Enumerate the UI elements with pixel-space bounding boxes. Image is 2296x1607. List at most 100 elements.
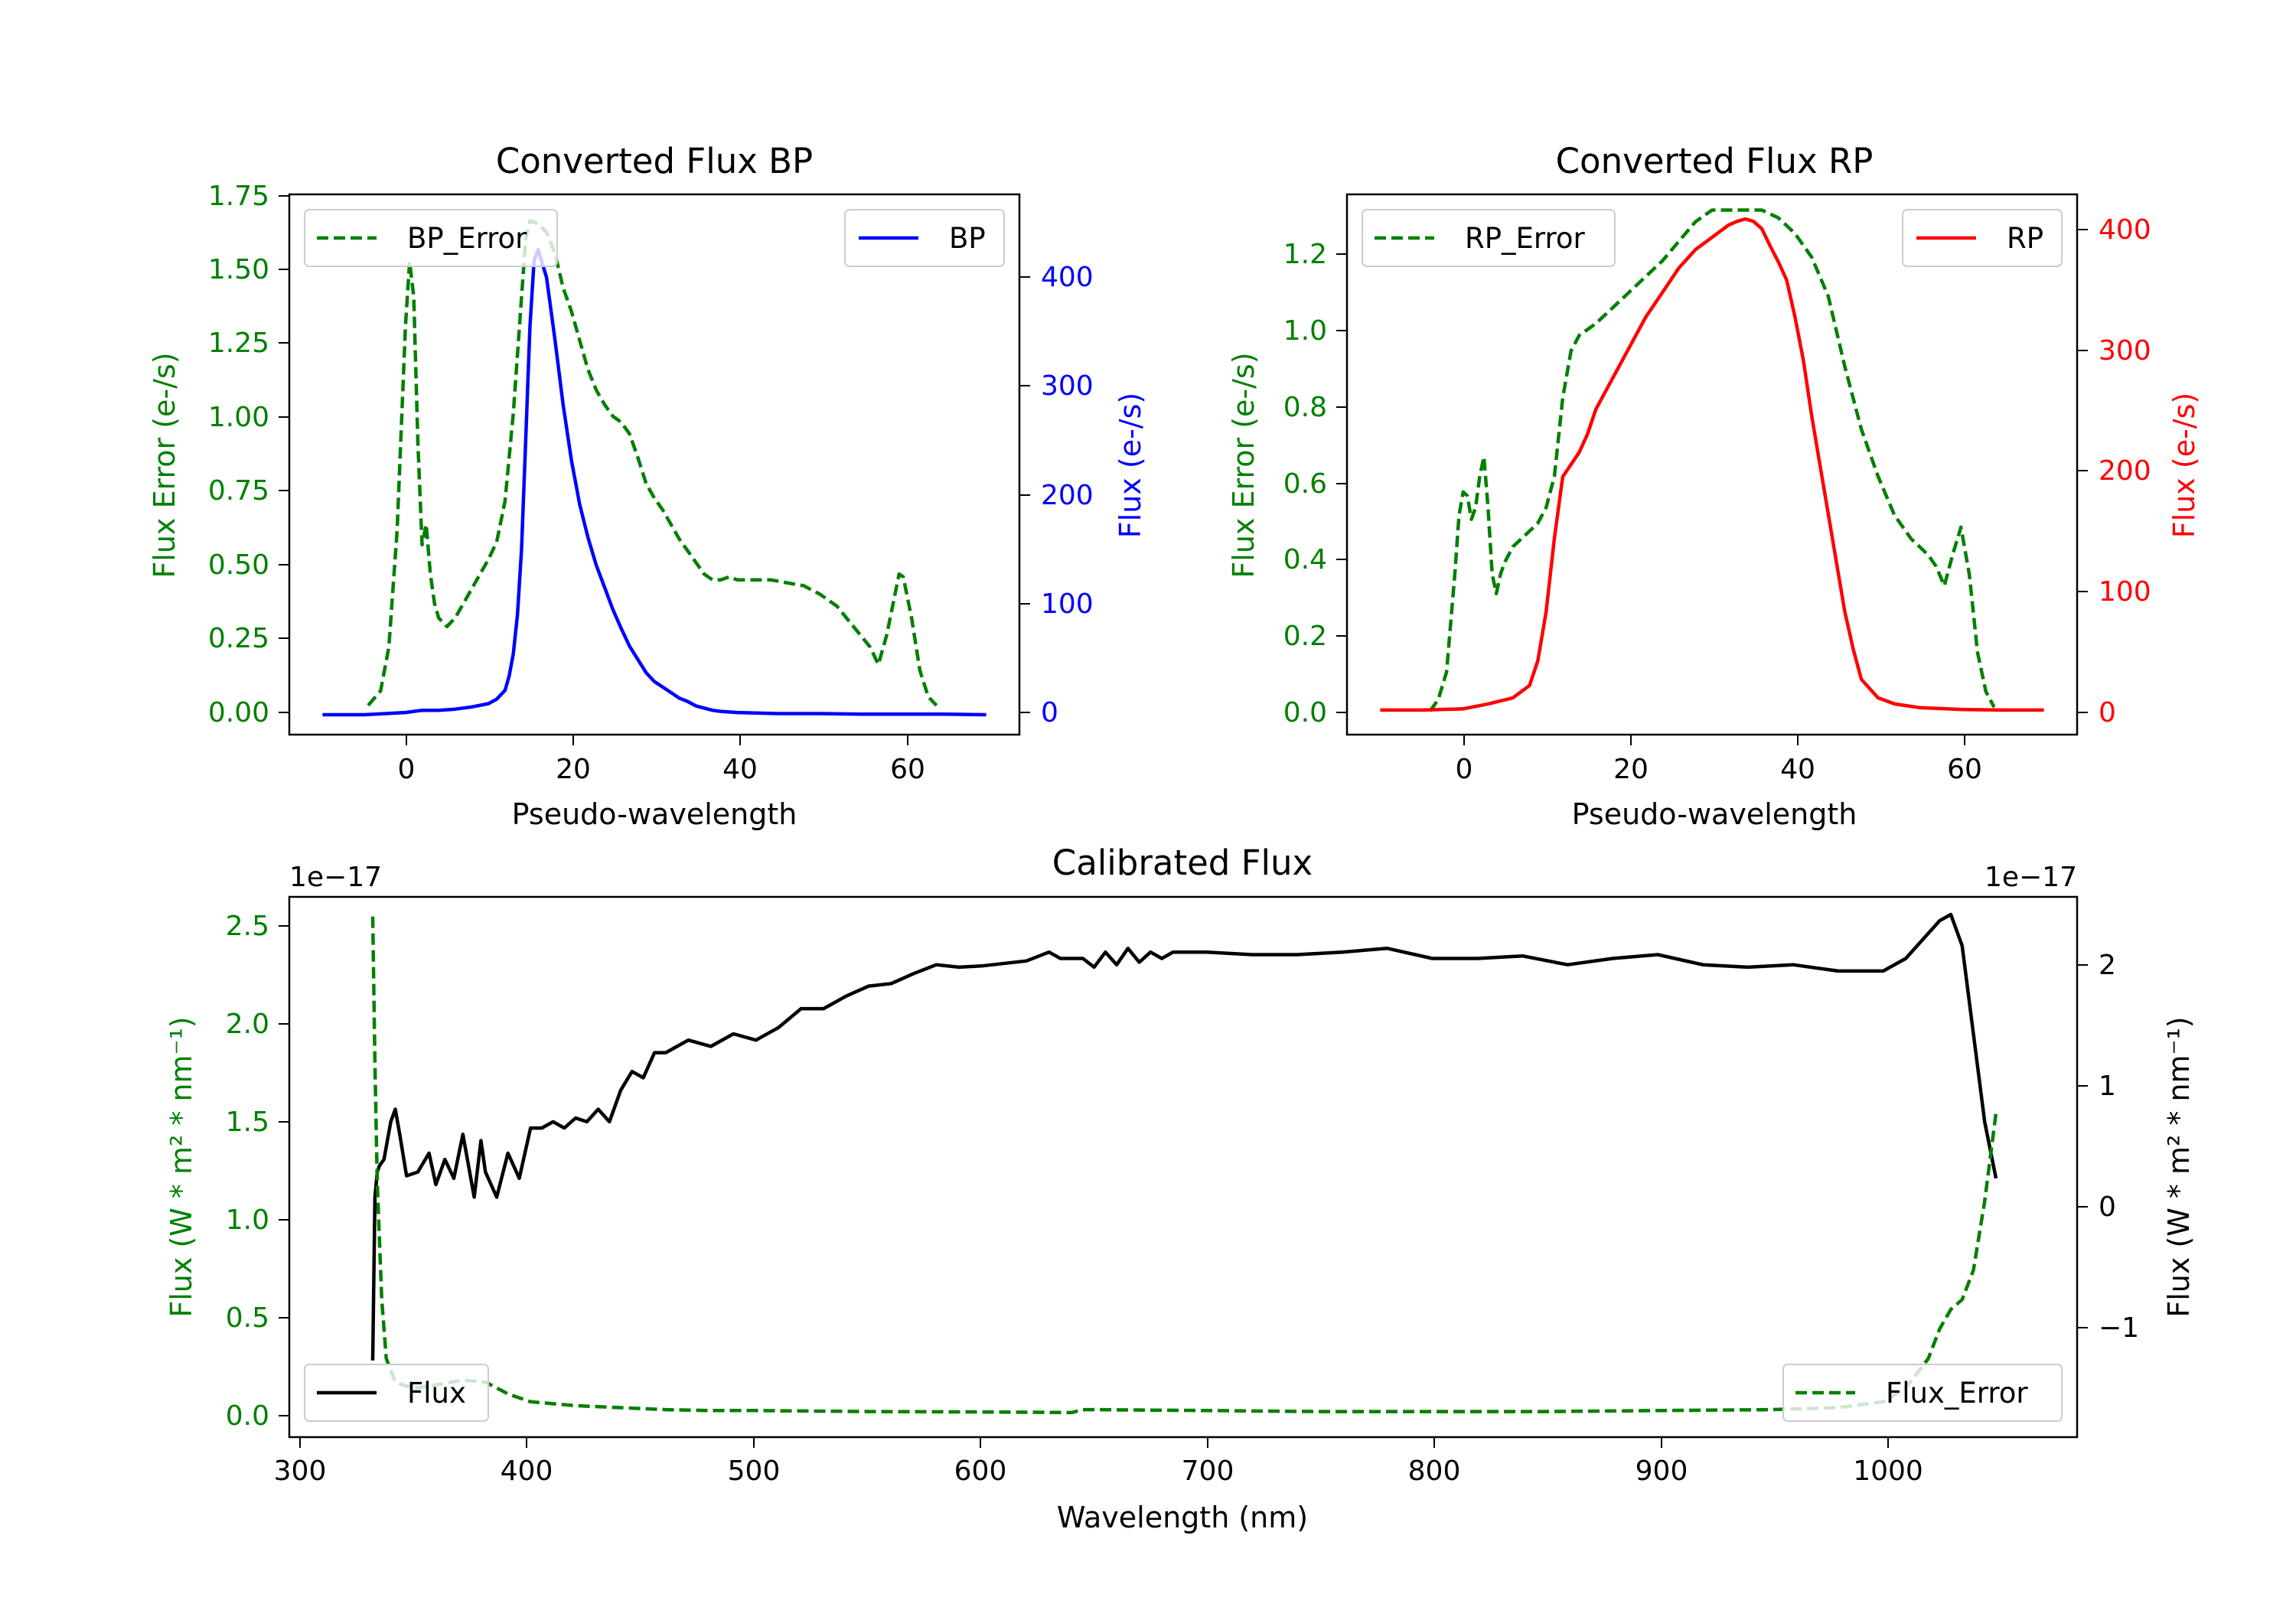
bp-right-ytick-label: 300	[1041, 370, 1094, 402]
legend-label: BP_Error	[407, 222, 527, 255]
rp-chart-title: Converted Flux RP	[1556, 141, 1874, 181]
bp-right-ytick-label: 100	[1041, 588, 1094, 620]
calibrated-xtick-label: 400	[501, 1455, 553, 1487]
calibrated-xtick-label: 900	[1636, 1455, 1688, 1487]
calibrated-right-yticks: −1 0 1 2	[2077, 950, 2139, 1344]
bp-legend-error: BP_Error	[304, 209, 558, 267]
bp-xtick-label: 0	[398, 754, 416, 785]
rp-left-yticks: 0.0 0.2 0.4 0.6 0.8 1.0 1.2	[1283, 239, 1347, 729]
legend-box	[844, 209, 1005, 267]
series-line-rp	[1380, 217, 2044, 712]
bp-left-ytick-label: 0.75	[208, 475, 269, 507]
rp-right-ytick-label: 0	[2099, 697, 2116, 729]
calibrated-left-ytick-label: 0.5	[226, 1302, 269, 1334]
calibrated-left-yticks: 0.0 0.5 1.0 1.5 2.0 2.5	[226, 911, 289, 1432]
bp-left-ytick-label: 1.00	[208, 402, 269, 433]
calibrated-right-ytick-label: 1	[2099, 1071, 2116, 1102]
calibrated-xtick-label: 800	[1408, 1455, 1461, 1487]
calibrated-legend-flux-error: Flux_Error	[1782, 1364, 2063, 1422]
legend-label: RP_Error	[1465, 222, 1585, 255]
calibrated-chart: Calibrated Flux Wavelength (nm) Flux (W …	[165, 843, 2196, 1534]
legend-box	[1782, 1364, 2063, 1422]
rp-left-ytick-label: 1.0	[1283, 315, 1327, 347]
rp-legend-flux: RP	[1902, 209, 2063, 267]
rp-left-ytick-label: 0.0	[1283, 697, 1327, 729]
rp-right-ytick-label: 300	[2099, 335, 2151, 367]
rp-left-ytick-label: 1.2	[1283, 239, 1327, 270]
calibrated-left-ytick-label: 2.0	[226, 1009, 269, 1040]
bp-right-axis-label: Flux (e-/s)	[1114, 393, 1147, 538]
rp-xtick-label: 0	[1456, 754, 1473, 785]
calibrated-left-ytick-label: 2.5	[226, 911, 269, 942]
calibrated-xtick-label: 600	[954, 1455, 1007, 1487]
rp-right-ytick-label: 100	[2099, 576, 2151, 608]
legend-box	[1902, 209, 2063, 267]
rp-right-ytick-label: 400	[2099, 214, 2151, 246]
bp-left-ytick-label: 0.00	[208, 697, 269, 729]
bp-series-layer	[322, 219, 987, 717]
rp-legend-error: RP_Error	[1362, 209, 1616, 267]
bp-right-ytick-label: 400	[1041, 262, 1094, 293]
bp-left-ytick-label: 1.25	[208, 328, 269, 359]
rp-left-axis-label: Flux Error (e-/s)	[1227, 352, 1261, 578]
rp-xticks: 0 20 40 60	[1456, 735, 1982, 785]
bp-left-axis-label: Flux Error (e-/s)	[148, 352, 181, 578]
rp-right-yticks: 0 100 200 300 400	[2077, 214, 2151, 729]
calibrated-xtick-label: 700	[1182, 1455, 1234, 1487]
bp-right-ytick-label: 0	[1041, 697, 1058, 729]
legend-label: BP	[949, 222, 986, 255]
bp-left-ytick-label: 0.25	[208, 623, 269, 654]
series-line-rp-error	[1428, 208, 1996, 712]
rp-chart: Converted Flux RP Pseudo-wavelength Flux…	[1227, 141, 2201, 831]
calibrated-right-ytick-label: −1	[2099, 1312, 2139, 1344]
bp-xticks: 0 20 40 60	[398, 735, 925, 785]
calibrated-right-offset-label: 1e−17	[1985, 862, 2077, 893]
calibrated-xtick-label: 300	[274, 1455, 327, 1487]
legend-label: Flux	[407, 1377, 466, 1410]
calibrated-xtick-label: 500	[728, 1455, 781, 1487]
bp-plot-frame	[288, 193, 1021, 736]
legend-label: Flux_Error	[1886, 1377, 2028, 1410]
rp-left-ytick-label: 0.8	[1283, 392, 1327, 423]
calibrated-left-offset-label: 1e−17	[289, 862, 382, 893]
bp-x-axis-label: Pseudo-wavelength	[512, 797, 797, 831]
legend-box	[304, 1364, 489, 1422]
legend-box	[304, 209, 558, 267]
rp-xtick-label: 60	[1947, 754, 1982, 785]
bp-chart: Converted Flux BP Pseudo-wavelength Flux…	[148, 141, 1147, 831]
calibrated-left-ytick-label: 1.5	[226, 1107, 269, 1138]
series-line-flux	[370, 912, 1998, 1361]
rp-left-ytick-label: 0.4	[1283, 544, 1327, 575]
calibrated-xtick-label: 1000	[1853, 1455, 1923, 1487]
bp-xtick-label: 40	[722, 754, 758, 785]
rp-xtick-label: 40	[1780, 754, 1815, 785]
series-line-bp	[322, 248, 987, 717]
bp-xtick-label: 60	[890, 754, 925, 785]
calibrated-x-axis-label: Wavelength (nm)	[1057, 1501, 1308, 1534]
rp-left-ytick-label: 0.6	[1283, 468, 1327, 500]
calibrated-left-ytick-label: 1.0	[226, 1204, 269, 1236]
bp-right-yticks: 0 100 200 300 400	[1019, 262, 1094, 729]
calibrated-left-ytick-label: 0.0	[226, 1400, 269, 1432]
bp-legend-flux: BP	[844, 209, 1005, 267]
bp-left-ytick-label: 0.50	[208, 549, 269, 581]
calibrated-plot-frame	[288, 895, 2079, 1439]
bp-chart-title: Converted Flux BP	[496, 141, 813, 181]
bp-left-ytick-label: 1.75	[208, 181, 269, 212]
rp-right-ytick-label: 200	[2099, 455, 2151, 487]
bp-left-ytick-label: 1.50	[208, 254, 269, 285]
calibrated-left-axis-label: Flux (W * m² * nm⁻¹)	[165, 1016, 198, 1317]
calibrated-xticks: 300 400 500 600 700 800 900 1000	[274, 1437, 1923, 1487]
bp-left-yticks: 0.00 0.25 0.50 0.75 1.00 1.25 1.50 1.75	[208, 181, 289, 729]
bp-right-ytick-label: 200	[1041, 480, 1094, 511]
calibrated-right-ytick-label: 2	[2099, 950, 2116, 981]
legend-label: RP	[2007, 222, 2043, 255]
rp-plot-frame	[1345, 193, 2079, 736]
rp-xtick-label: 20	[1613, 754, 1649, 785]
calibrated-legend-flux: Flux	[304, 1364, 489, 1422]
calibrated-right-ytick-label: 0	[2099, 1191, 2116, 1223]
bp-xtick-label: 20	[556, 754, 591, 785]
series-line-bp-error	[367, 219, 938, 707]
